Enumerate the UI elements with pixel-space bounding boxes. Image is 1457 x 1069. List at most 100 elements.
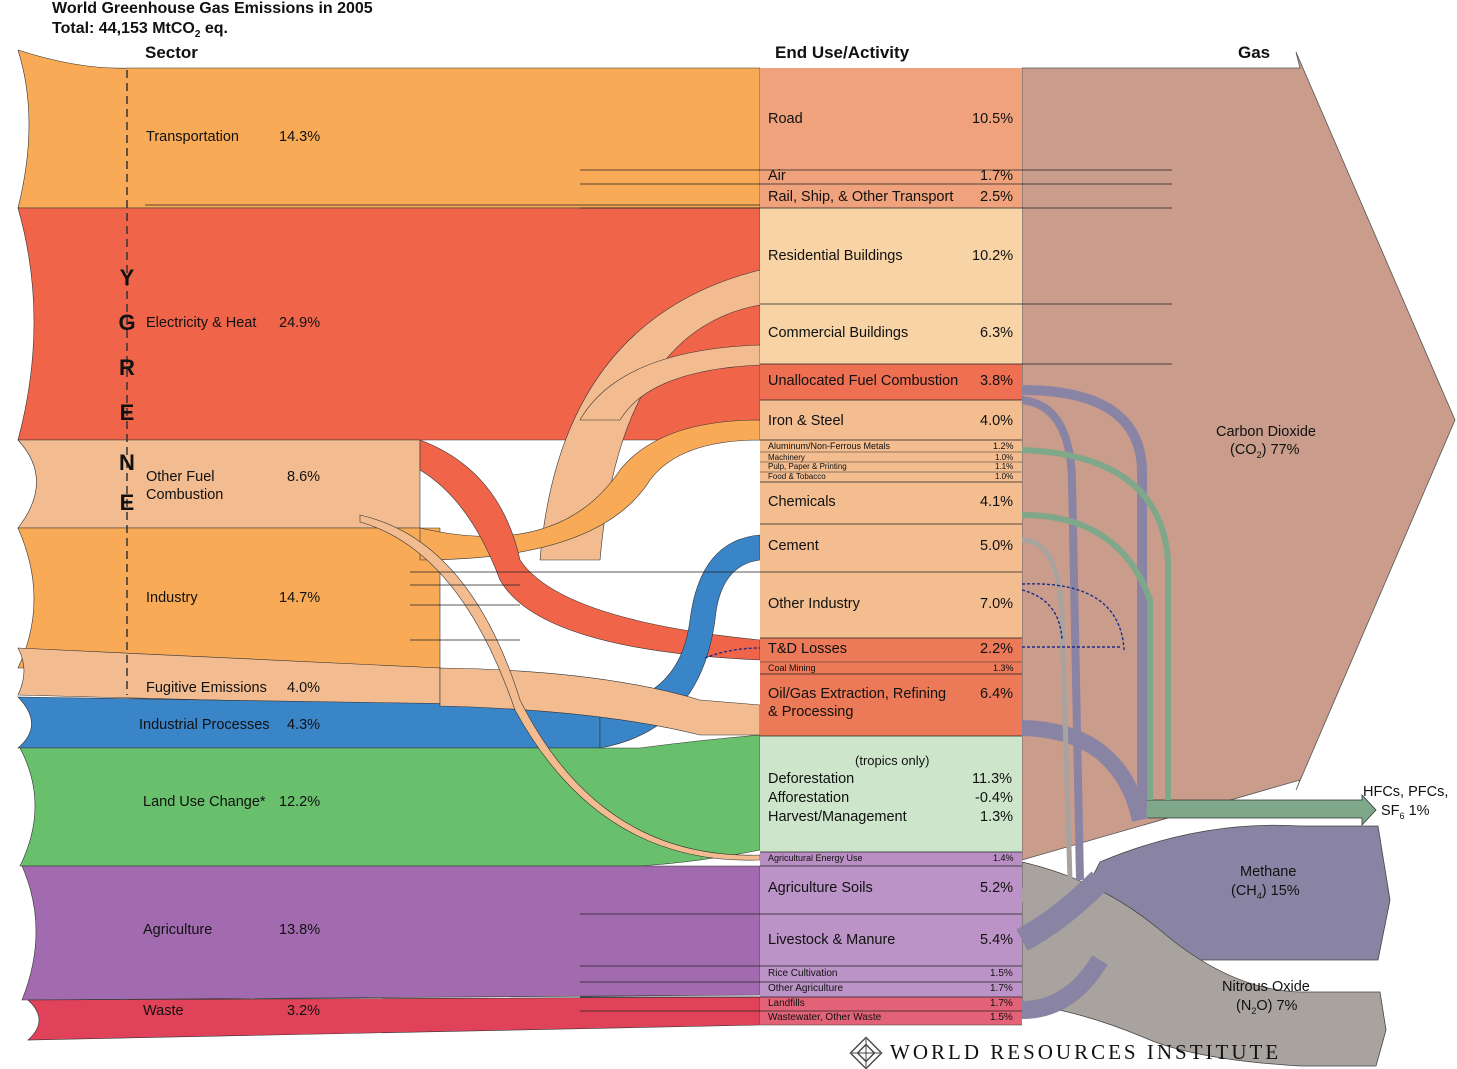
enduse-commercial-pct: 6.3% <box>980 325 1014 341</box>
ch4-oilgas-connector <box>1021 720 1148 822</box>
hfc-arrow <box>1139 793 1377 827</box>
wastewater-box <box>760 1011 1022 1025</box>
other-ag-box <box>760 982 1022 997</box>
enduse-deforestation-label: Deforestation <box>768 771 855 787</box>
enduse-other-industry-label: Other Industry <box>768 596 860 612</box>
gas-hfc-pct: SF6 1% <box>1381 803 1430 821</box>
gas-co2-b: ) 77% <box>1261 442 1300 458</box>
enduse-pulp-pct: 1.1% <box>995 462 1014 471</box>
livestock-box <box>760 914 1022 966</box>
gas-n2o-pct: (N2O) 7% <box>1236 998 1297 1016</box>
enduse-aluminum-pct: 1.2% <box>993 441 1014 451</box>
ch4-waste-connector <box>1021 955 1108 1019</box>
gas-n2o-a: (N <box>1236 998 1252 1014</box>
ch4-ag-connector <box>1016 871 1109 951</box>
ch4-connector-2 <box>1021 396 1084 881</box>
sector-transportation-label: Transportation <box>146 129 239 145</box>
enduse-coal-pct: 1.3% <box>993 663 1014 673</box>
gas-ch4-a: (CH <box>1231 883 1257 899</box>
td-box <box>760 638 1022 662</box>
sector-waste-label: Waste <box>143 1003 184 1019</box>
gas-hfc-a: SF <box>1381 803 1400 819</box>
rice-box <box>760 966 1022 982</box>
sector-land-use-pct: 12.2% <box>279 794 321 810</box>
sector-agriculture-label: Agriculture <box>143 922 213 938</box>
gas-ch4-sub: 4 <box>1256 890 1262 901</box>
enduse-livestock-label: Livestock & Manure <box>768 932 896 948</box>
ch4-connector-1 <box>1021 385 1147 810</box>
agriculture-band <box>21 865 761 1001</box>
land-use-band <box>19 734 761 867</box>
dotted-connectors <box>704 583 1125 659</box>
enduse-rail-label: Rail, Ship, & Other Transport <box>768 189 954 205</box>
end-use-header: End Use/Activity <box>775 43 910 62</box>
sector-header: Sector <box>145 43 198 62</box>
energy-letter: E <box>119 400 135 425</box>
energy-letter: N <box>119 450 135 475</box>
machinery-box <box>760 452 1022 462</box>
sector-fugitive-label: Fugitive Emissions <box>146 680 267 696</box>
gas-hfc-b: 1% <box>1404 803 1430 819</box>
landfills-box <box>760 997 1022 1011</box>
enduse-rail-pct: 2.5% <box>980 189 1014 205</box>
energy-letter: R <box>119 355 135 380</box>
enduse-agsoils-pct: 5.2% <box>980 880 1014 896</box>
enduse-food-label: Food & Tobacco <box>768 472 826 481</box>
n2o-connector-1 <box>1021 537 1073 881</box>
sector-transportation-pct: 14.3% <box>279 129 321 145</box>
gas-hfc-sub: 6 <box>1399 810 1405 821</box>
enduse-td-label: T&D Losses <box>768 641 847 657</box>
gas-n2o-label: Nitrous Oxide <box>1222 979 1310 995</box>
gas-ch4-b: ) 15% <box>1261 883 1300 899</box>
unallocated-box <box>760 364 1022 400</box>
enduse-road-pct: 10.5% <box>972 111 1014 127</box>
total-tail: eq. <box>200 20 228 37</box>
enduse-rice-label: Rice Cultivation <box>768 968 838 979</box>
enduse-residential-pct: 10.2% <box>972 248 1014 264</box>
end-use-column <box>760 68 1022 1025</box>
enduse-unallocated-label: Unallocated Fuel Combustion <box>768 373 959 389</box>
energy-letter: E <box>119 490 135 515</box>
enduse-air-label: Air <box>768 168 786 184</box>
sector-agriculture-pct: 13.8% <box>279 922 321 938</box>
enduse-other-ag-label: Other Agriculture <box>768 983 844 994</box>
enduse-road-label: Road <box>768 111 803 127</box>
cement-box <box>760 524 1022 572</box>
aluminum-box <box>760 440 1022 452</box>
chart-total: Total: 44,153 MtCO2 eq. <box>52 20 228 44</box>
sector-electricity-pct: 24.9% <box>279 315 321 331</box>
enduse-iron-pct: 4.0% <box>980 413 1014 429</box>
enduse-landfills-pct: 1.7% <box>990 998 1013 1009</box>
waste-band <box>27 996 761 1041</box>
gas-ch4-pct: (CH4) 15% <box>1231 883 1300 901</box>
hfc-connector-2 <box>1021 512 1153 800</box>
enduse-air-pct: 1.7% <box>980 168 1014 184</box>
enduse-other-industry-pct: 7.0% <box>980 596 1014 612</box>
enduse-harvest-label: Harvest/Management <box>768 809 907 825</box>
wri-footer: WORLD RESOURCES INSTITUTE <box>890 1040 1282 1064</box>
enduse-oilgas-label2: & Processing <box>768 704 854 720</box>
gas-co2-label: Carbon Dioxide <box>1216 424 1316 440</box>
sector-industry-label: Industry <box>146 590 198 606</box>
total-sub: 2 <box>194 29 201 41</box>
enduse-oilgas-label: Oil/Gas Extraction, Refining <box>768 686 947 702</box>
gas-connectors <box>1016 385 1243 1032</box>
enduse-td-pct: 2.2% <box>980 641 1014 657</box>
energy-letter: Y <box>119 265 135 290</box>
hfc-connector-1 <box>1021 447 1171 800</box>
sector-other-fuel-label: Other Fuel <box>146 469 215 485</box>
sector-industrial-processes-label: Industrial Processes <box>139 717 270 733</box>
gas-header: Gas <box>1238 43 1271 62</box>
enduse-livestock-pct: 5.4% <box>980 932 1014 948</box>
enduse-other-ag-pct: 1.7% <box>990 983 1013 994</box>
air-box <box>760 170 1022 184</box>
gas-n2o-sub: 2 <box>1251 1005 1257 1016</box>
enduse-machinery-pct: 1.0% <box>995 453 1014 462</box>
enduse-afforestation-label: Afforestation <box>768 790 850 806</box>
enduse-residential-label: Residential Buildings <box>768 248 903 264</box>
enduse-wastewater-pct: 1.5% <box>990 1012 1013 1023</box>
coal-box <box>760 662 1022 674</box>
total-text: Total: 44,153 MtCO <box>52 20 195 37</box>
gas-co2-pct: (CO2) 77% <box>1230 442 1300 460</box>
